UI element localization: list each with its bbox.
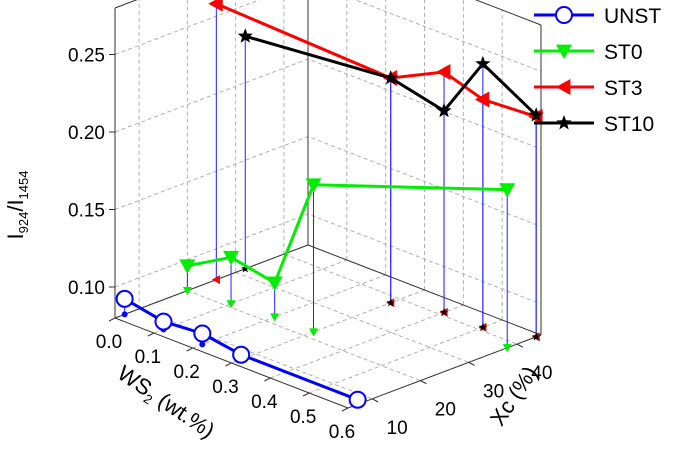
drop-foot-marker — [182, 287, 192, 296]
series-st0 — [179, 178, 516, 291]
data-point-st10 — [475, 55, 491, 71]
x-tick-label: 0.0 — [96, 332, 122, 353]
legend-marker — [556, 79, 571, 95]
data-point-st0 — [266, 276, 283, 291]
x-tick-label: 0.2 — [173, 362, 199, 383]
z-axis-title-mid: /I — [3, 199, 28, 211]
legend: UNST ST0 ST3 ST10 — [534, 5, 661, 136]
x-tick-label: 0.3 — [212, 377, 238, 398]
z-tick-label: 0.20 — [68, 123, 105, 144]
drop-foot-marker — [386, 298, 396, 307]
y-tick-mark — [468, 361, 475, 366]
grid-line-y-floor — [138, 308, 373, 400]
series-st3 — [208, 0, 543, 125]
x-tick-mark — [341, 407, 349, 412]
data-point-st0 — [305, 178, 322, 193]
y-tick-label: 20 — [435, 400, 456, 421]
z-axis-title-sub1: 924 — [16, 212, 31, 234]
z-axis-title-sub2: 1454 — [16, 171, 31, 200]
frame-edge — [474, 0, 542, 26]
grid-line-x-floor — [153, 259, 348, 334]
series-st10 — [237, 28, 544, 122]
drop-foot-marker — [211, 275, 220, 285]
legend-marker — [555, 6, 573, 24]
y-tick-mark — [516, 343, 524, 348]
legend-label: ST3 — [604, 77, 643, 100]
x-tick-mark — [108, 317, 116, 322]
legend-marker — [556, 44, 572, 59]
data-point-st10 — [237, 28, 253, 43]
grid-line-x-floor — [192, 274, 386, 349]
drop-foot-marker — [502, 344, 512, 353]
series-layer — [115, 0, 544, 409]
grid-line-x-floor — [270, 304, 464, 379]
y-tick-mark — [371, 398, 379, 403]
tick-labels: 0.10 0.15 0.20 0.25 0.0 0.1 0.2 0.3 0.4 0.5 0.6 10 2… — [68, 46, 552, 444]
x-tick-label: 0.5 — [290, 407, 316, 428]
x-tick-label: 0.6 — [329, 422, 355, 443]
grid-line-z — [114, 213, 542, 305]
z-axis-title-main: I — [3, 233, 28, 239]
grid-line-z — [114, 135, 542, 227]
z-tick-label: 0.10 — [68, 278, 105, 299]
legend-label: ST0 — [604, 41, 643, 64]
drop-foot-marker — [270, 313, 280, 322]
x-tick-mark — [302, 392, 310, 397]
drop-foot-marker — [121, 311, 128, 318]
data-point-st3 — [208, 0, 223, 12]
y-tick-label: 30 — [483, 381, 504, 402]
y-tick-label: 10 — [387, 418, 408, 439]
x-tick-mark — [264, 377, 271, 382]
data-point-st10 — [528, 107, 544, 122]
x-tick-label: 0.4 — [251, 392, 278, 413]
z-tick-label: 0.15 — [68, 201, 105, 222]
data-point-unst — [154, 312, 173, 331]
x-axis-title: WS2 (wt.%) — [111, 360, 219, 445]
grid-line-x-floor — [308, 319, 503, 394]
y-tick-label: 40 — [531, 363, 552, 384]
x-tick-mark — [147, 332, 155, 337]
x-axis-title-tail: (wt.%) — [149, 384, 220, 443]
data-point-st3 — [474, 91, 490, 108]
drop-foot-marker — [226, 300, 236, 309]
data-point-st0 — [223, 250, 240, 266]
grid-line-y-floor — [283, 253, 518, 345]
drop-foot-marker — [531, 332, 541, 341]
x-tick-mark — [186, 347, 193, 352]
data-point-unst — [115, 289, 134, 308]
drop-foot-marker — [199, 341, 206, 348]
legend-label: ST10 — [604, 113, 654, 136]
legend-marker — [556, 115, 572, 130]
drop-foot-marker — [240, 264, 250, 273]
data-point-st3 — [436, 64, 451, 81]
data-point-st10 — [383, 70, 399, 85]
drop-lines — [121, 3, 541, 408]
legend-label: UNST — [604, 5, 661, 28]
z-axis-title: I924/I1454 — [3, 171, 31, 240]
drop-foot-marker — [309, 328, 319, 337]
y-tick-mark — [420, 380, 427, 385]
grid-line-x-floor — [231, 289, 425, 364]
frame-edge — [114, 244, 309, 319]
x-tick-label: 0.1 — [135, 347, 161, 368]
x-tick-mark — [225, 362, 232, 367]
z-tick-label: 0.25 — [68, 46, 105, 67]
data-point-unst — [232, 345, 251, 364]
drop-foot-marker — [439, 307, 449, 316]
data-point-unst — [348, 390, 367, 409]
drop-foot-marker — [478, 322, 488, 331]
data-point-st0 — [179, 259, 196, 274]
data-point-st0 — [499, 183, 516, 198]
grid-line-z — [114, 0, 542, 72]
series-unst — [115, 289, 367, 409]
data-point-unst — [193, 324, 212, 343]
data-point-st10 — [436, 102, 452, 118]
frame-edge — [307, 244, 542, 336]
